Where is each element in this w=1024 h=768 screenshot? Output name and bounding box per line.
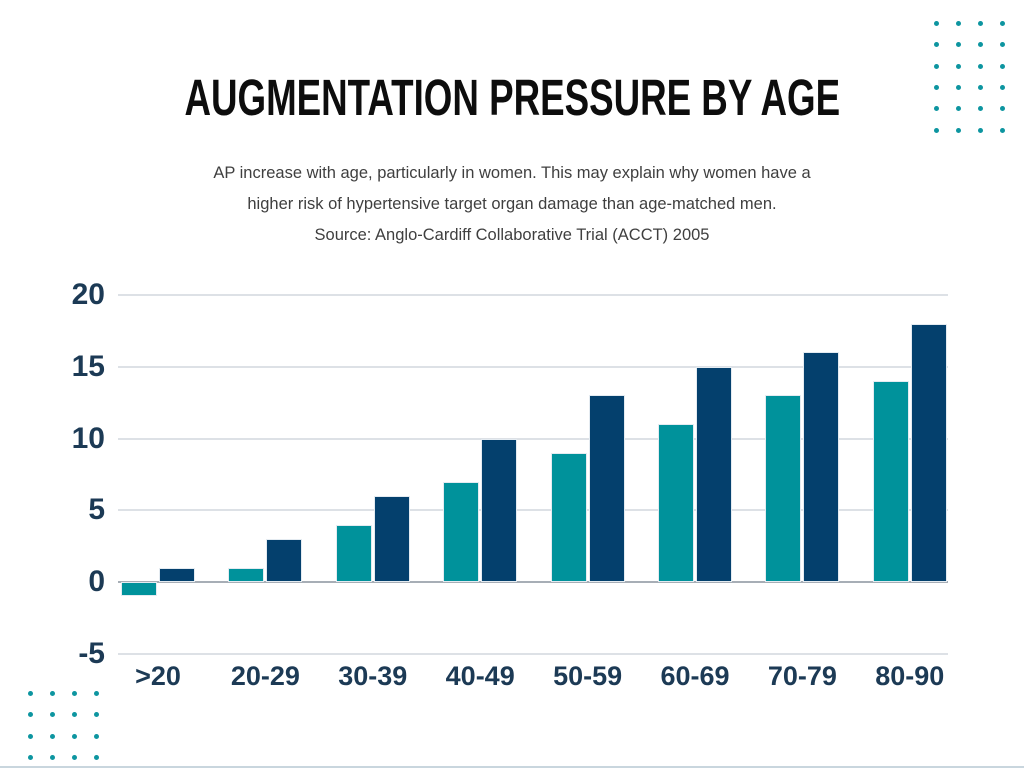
- decorative-dot: [28, 712, 33, 718]
- bar-20-29-teal: [228, 567, 265, 582]
- bar-50-59-navy: [588, 395, 625, 582]
- bottom-divider: [0, 766, 1024, 768]
- decorative-dot: [978, 84, 983, 90]
- decorative-dot: [50, 691, 55, 696]
- x-tick-label-70-79: 70-79: [767, 661, 837, 691]
- bar-30-39-navy: [373, 495, 410, 582]
- decorative-dot: [934, 127, 939, 133]
- bar-60-69-teal: [658, 424, 694, 582]
- bar-30-39-teal: [335, 524, 372, 582]
- decorative-dot: [50, 754, 55, 760]
- decorative-dot: [978, 42, 983, 48]
- subtitle-line-2: higher risk of hypertensive target organ…: [247, 195, 777, 213]
- x-tick-label-40-49: 40-49: [445, 661, 515, 691]
- decorative-dot: [934, 84, 939, 90]
- decorative-dot: [978, 106, 983, 112]
- x-tick-label-50-59: 50-59: [553, 661, 623, 691]
- bar-40-49-navy: [481, 438, 518, 582]
- decorative-dot: [72, 712, 77, 718]
- decorative-dot: [1000, 127, 1005, 133]
- gridline-0: [118, 581, 948, 583]
- gridline-20: [118, 294, 948, 296]
- decorative-dot: [50, 733, 55, 739]
- decorative-dot: [956, 84, 961, 90]
- bar-40-49-teal: [443, 481, 480, 582]
- y-tick-label-15: 15: [71, 349, 105, 383]
- chart-title-text: AUGMENTATION PRESSURE BY AGE: [184, 69, 840, 126]
- x-tick-label-30-39: 30-39: [338, 661, 408, 691]
- decorative-dot: [956, 106, 961, 112]
- chart-subtitle: AP increase with age, particularly in wo…: [0, 158, 1024, 251]
- subtitle-source-line: Source: Anglo-Cardiff Collaborative Tria…: [314, 226, 710, 244]
- decorative-dot: [934, 63, 939, 69]
- bar-80-90-navy: [910, 323, 947, 582]
- x-tick-label-20-29: 20-29: [230, 661, 300, 691]
- bar->20-navy: [159, 567, 195, 582]
- decorative-dot: [934, 21, 939, 26]
- decorative-dot: [934, 106, 939, 112]
- decorative-dot: [1000, 42, 1005, 48]
- decorative-dot: [978, 63, 983, 69]
- y-tick-label-5: 5: [88, 493, 105, 527]
- decorative-dot: [1000, 63, 1005, 69]
- decorative-dot: [72, 733, 77, 739]
- decorative-dot: [934, 42, 939, 48]
- x-tick-label-60-69: 60-69: [660, 661, 730, 691]
- decorative-dot: [72, 754, 77, 760]
- bar-70-79-navy: [803, 352, 840, 582]
- y-tick-label-0: 0: [88, 565, 105, 598]
- bar->20-teal: [121, 582, 157, 597]
- decorative-dot: [50, 712, 55, 718]
- decorative-dot: [94, 691, 99, 696]
- decorative-dot: [956, 21, 961, 26]
- decorative-dot: [94, 712, 99, 718]
- bar-60-69-navy: [696, 366, 732, 582]
- decorative-dot: [1000, 21, 1005, 26]
- gridline--5: [118, 652, 948, 655]
- decorative-dot: [28, 754, 33, 760]
- decorative-dot: [28, 733, 33, 739]
- decorative-dot: [978, 127, 983, 133]
- decorative-dot: [956, 42, 961, 48]
- decorative-dot: [72, 691, 77, 696]
- chart-title: AUGMENTATION PRESSURE BY AGE: [0, 70, 1024, 126]
- decorative-dot: [28, 691, 33, 696]
- decorative-dot: [94, 733, 99, 739]
- subtitle-line-1: AP increase with age, particularly in wo…: [213, 164, 811, 182]
- y-tick-label-20: 20: [71, 278, 105, 311]
- bar-20-29-navy: [266, 538, 303, 582]
- decorative-dot: [956, 127, 961, 133]
- y-tick-label-10: 10: [71, 421, 105, 455]
- x-tick-label->20: >20: [135, 661, 181, 691]
- y-tick-label--5: -5: [78, 636, 105, 670]
- gridline-15: [118, 365, 948, 368]
- decorative-dot: [956, 63, 961, 69]
- gridline-10: [118, 437, 948, 440]
- bar-70-79-teal: [765, 395, 802, 582]
- x-tick-label-80-90: 80-90: [875, 661, 945, 691]
- bar-50-59-teal: [550, 452, 587, 582]
- bar-80-90-teal: [872, 381, 909, 582]
- decorative-dot: [1000, 106, 1005, 112]
- decorative-dot: [1000, 84, 1005, 90]
- decorative-dot: [94, 754, 99, 760]
- gridline-5: [118, 509, 948, 512]
- decorative-dot: [978, 21, 983, 26]
